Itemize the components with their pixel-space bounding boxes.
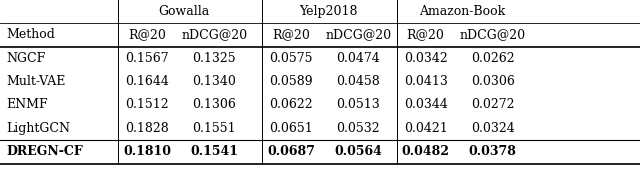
Text: Gowalla: Gowalla [158,5,210,18]
Text: 0.0622: 0.0622 [269,98,313,111]
Text: 0.0344: 0.0344 [404,98,447,111]
Text: 0.0306: 0.0306 [471,75,515,88]
Text: LightGCN: LightGCN [6,122,70,135]
Text: Mult-VAE: Mult-VAE [6,75,66,88]
Text: 0.0458: 0.0458 [337,75,380,88]
Text: 0.1644: 0.1644 [125,75,169,88]
Text: R@20: R@20 [128,28,166,41]
Text: 0.1541: 0.1541 [191,145,238,158]
Text: nDCG@20: nDCG@20 [460,28,526,41]
Text: 0.0272: 0.0272 [471,98,515,111]
Text: DREGN-CF: DREGN-CF [6,145,83,158]
Text: 0.0687: 0.0687 [268,145,315,158]
Text: NGCF: NGCF [6,52,45,65]
Text: 0.0513: 0.0513 [337,98,380,111]
Text: 0.1512: 0.1512 [125,98,169,111]
Text: 0.0651: 0.0651 [269,122,313,135]
Text: Amazon-Book: Amazon-Book [419,5,506,18]
Text: nDCG@20: nDCG@20 [325,28,392,41]
Text: R@20: R@20 [406,28,445,41]
Text: 0.0474: 0.0474 [337,52,380,65]
Text: 0.0482: 0.0482 [402,145,450,158]
Text: ENMF: ENMF [6,98,48,111]
Text: 0.0262: 0.0262 [471,52,515,65]
Text: 0.0564: 0.0564 [335,145,382,158]
Text: 0.1306: 0.1306 [193,98,236,111]
Text: R@20: R@20 [272,28,310,41]
Text: 0.0324: 0.0324 [471,122,515,135]
Text: Yelp2018: Yelp2018 [299,5,357,18]
Text: 0.0421: 0.0421 [404,122,447,135]
Text: 0.0413: 0.0413 [404,75,447,88]
Text: 0.0532: 0.0532 [337,122,380,135]
Text: 0.0589: 0.0589 [269,75,313,88]
Text: 0.0378: 0.0378 [469,145,516,158]
Text: 0.1567: 0.1567 [125,52,169,65]
Text: nDCG@20: nDCG@20 [181,28,248,41]
Text: 0.0575: 0.0575 [269,52,313,65]
Text: Method: Method [6,28,55,41]
Text: 0.0342: 0.0342 [404,52,447,65]
Text: 0.1325: 0.1325 [193,52,236,65]
Text: 0.1828: 0.1828 [125,122,169,135]
Text: 0.1340: 0.1340 [193,75,236,88]
Text: 0.1551: 0.1551 [193,122,236,135]
Text: 0.1810: 0.1810 [124,145,172,158]
